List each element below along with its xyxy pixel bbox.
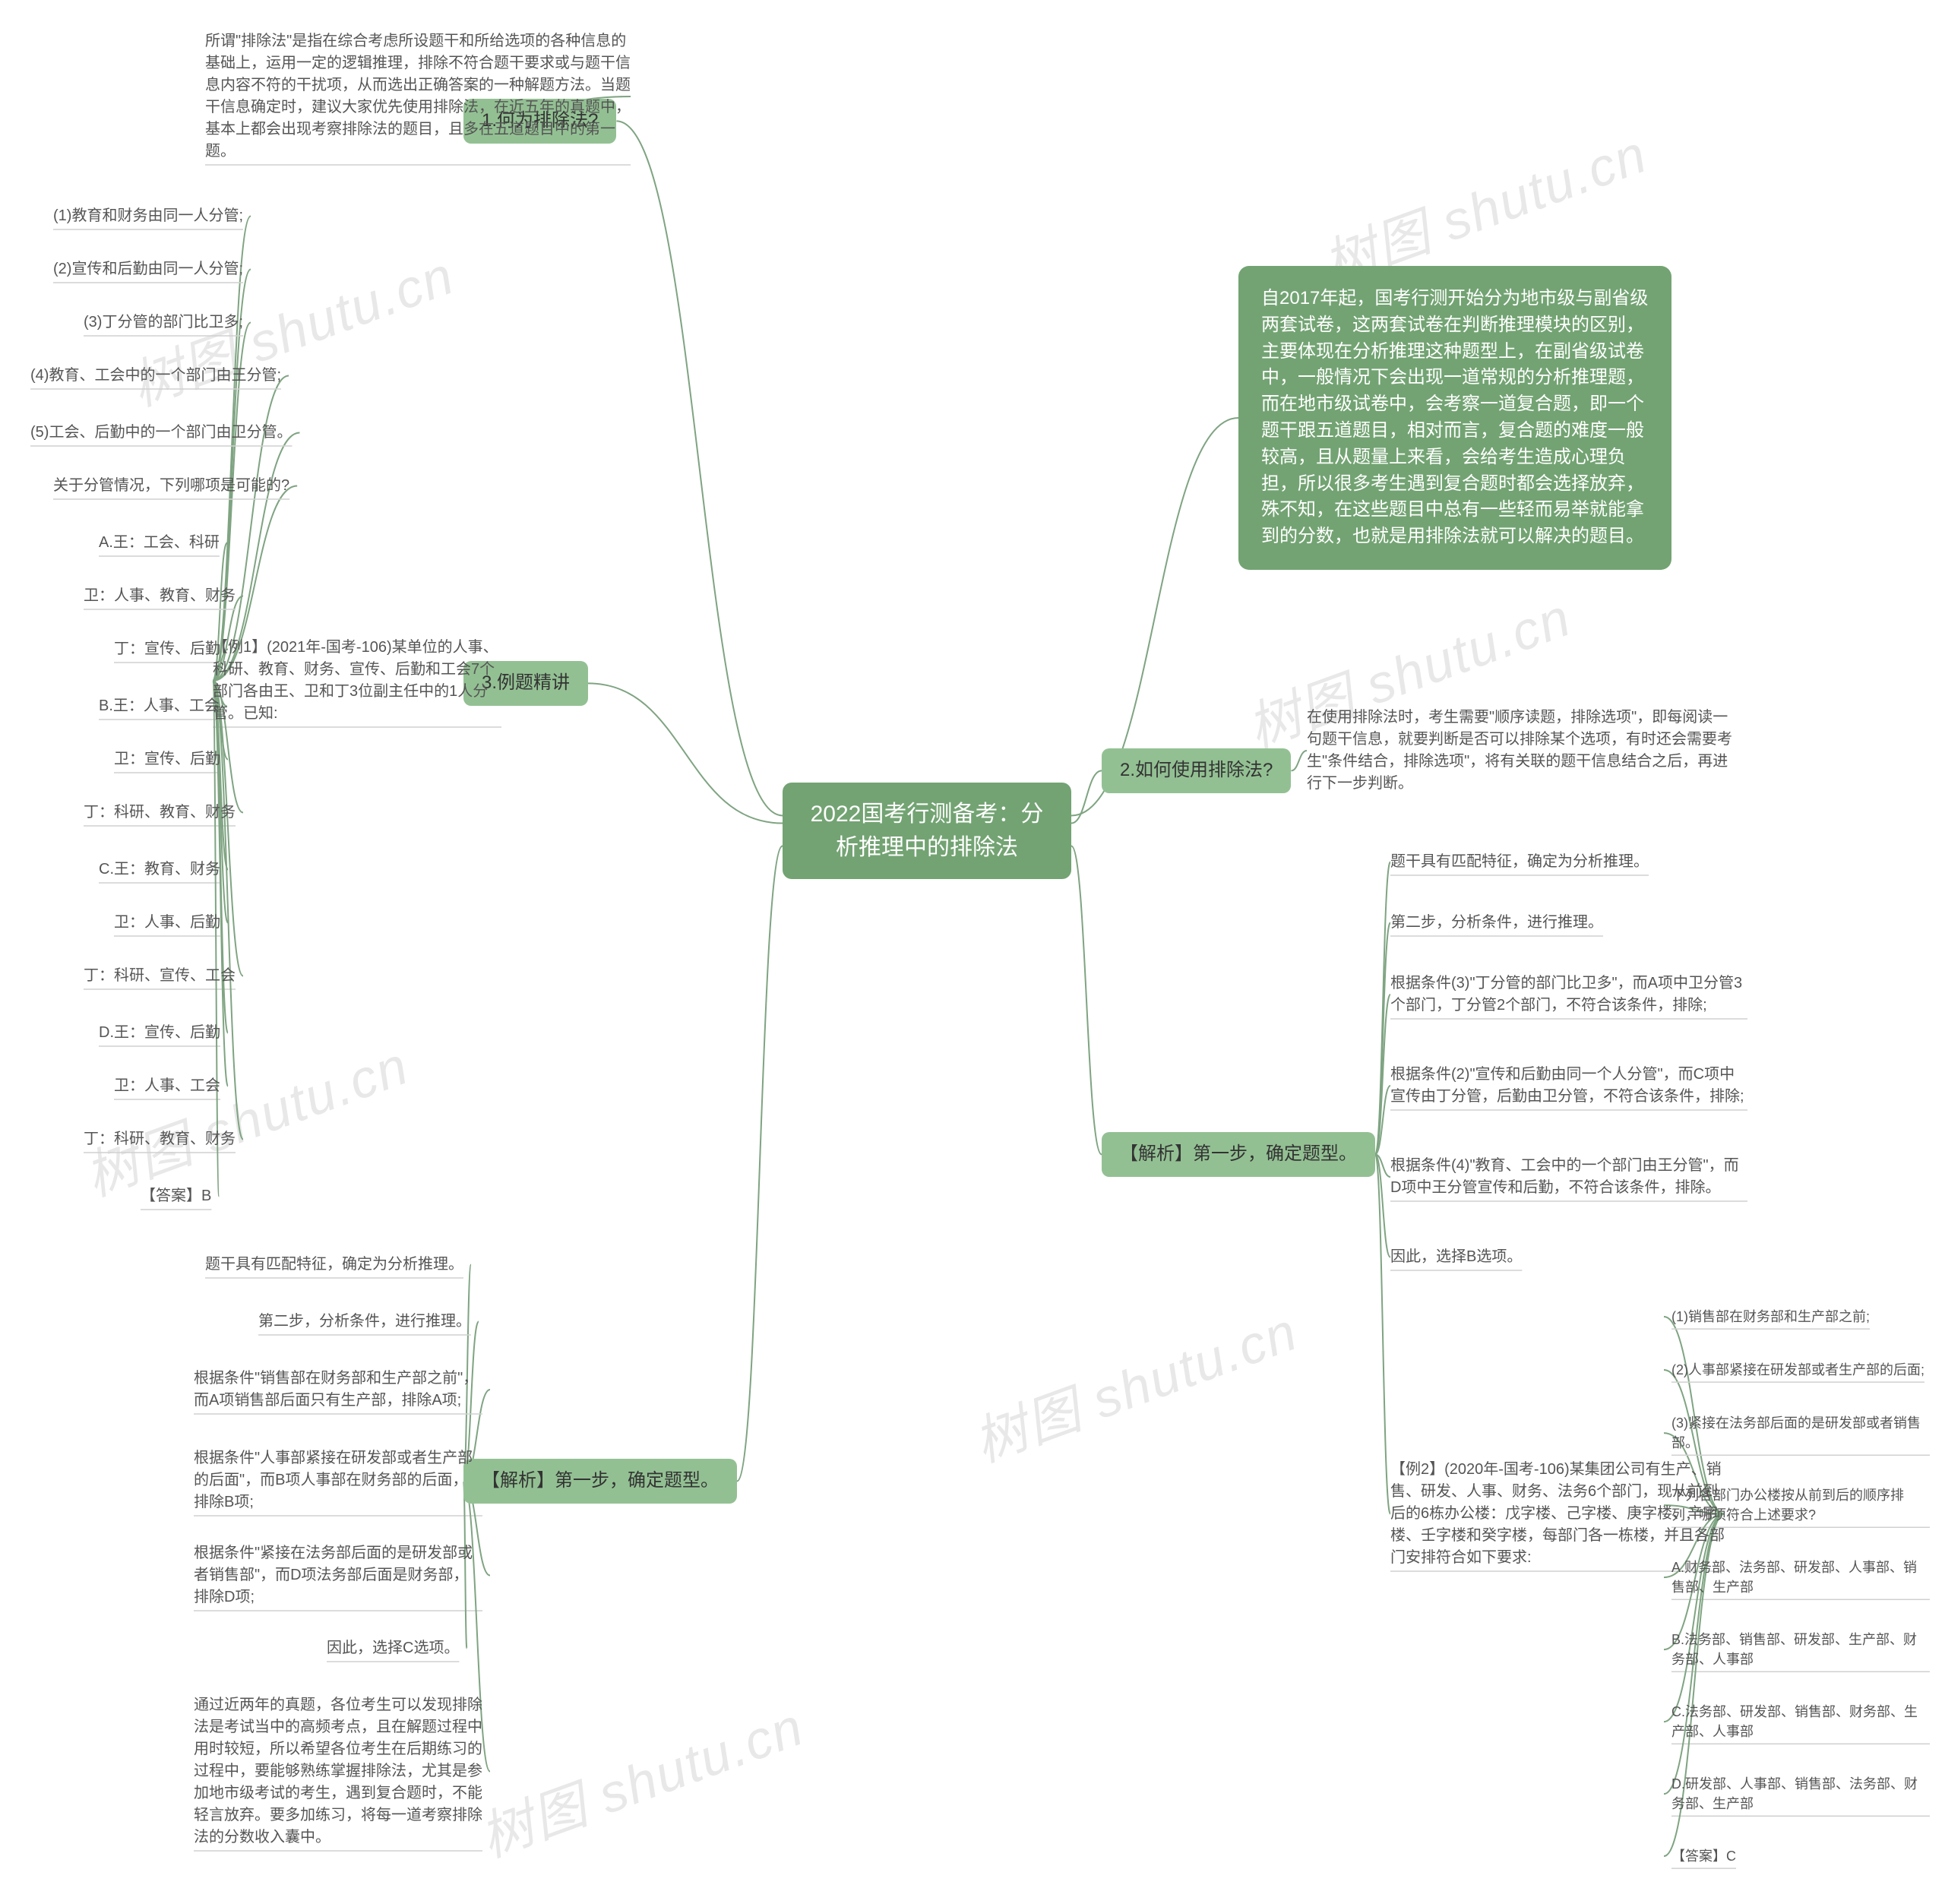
ex1-d3: 丁：科研、教育、财务 (84, 1128, 236, 1150)
ex1-ans: 【答案】B (141, 1185, 211, 1207)
ex2-q: 下列各部门办公楼按从前到后的顺序排列，哪项符合上述要求? (1671, 1485, 1930, 1525)
ex2-b: B.法务部、销售部、研发部、生产部、财务部、人事部 (1671, 1630, 1930, 1669)
ex2-c2: (2)人事部紧接在研发部或者生产部的后面; (1671, 1360, 1924, 1380)
jx1-l5: 根据条件(4)"教育、工会中的一个部门由王分管"，而D项中王分管宣传和后勤，不符… (1390, 1155, 1747, 1199)
ex1-d1: D.王：宣传、后勤 (99, 1022, 220, 1044)
jx1-l6: 因此，选择B选项。 (1390, 1246, 1522, 1268)
jx1-title: 【解析】第一步，确定题型。 (1102, 1132, 1375, 1177)
ex2-d: D.研发部、人事部、销售部、法务部、财务部、生产部 (1671, 1774, 1930, 1814)
watermark: 树图 shutu.cn (962, 1289, 1307, 1477)
ex1-cC: 丁：科研、宣传、工会 (84, 965, 236, 987)
jx2-l3: 根据条件"销售部在财务部和生产部之前"，而A项销售部后面只有生产部，排除A项; (194, 1368, 482, 1412)
jx2-l6: 因此，选择C选项。 (327, 1637, 459, 1659)
ex1-d2: 卫：人事、工会 (114, 1075, 220, 1097)
branch-2: 2.如何使用排除法? (1102, 748, 1291, 793)
ex1-q: 关于分管情况，下列哪项是可能的? (53, 475, 289, 497)
jx1-l1: 题干具有匹配特征，确定为分析推理。 (1390, 851, 1649, 873)
jx2-l5: 根据条件"紧接在法务部后面的是研发部或者销售部"，而D项法务部后面是财务部，排除… (194, 1542, 482, 1608)
ex1-c4: (4)教育、工会中的一个部门由王分管; (30, 365, 281, 387)
jx2-l2: 第二步，分析条件，进行推理。 (258, 1311, 471, 1333)
jx2-title: 【解析】第一步，确定题型。 (463, 1459, 737, 1504)
ex1-cB: 卫：人事、后勤 (114, 912, 220, 934)
ex1-c2: (2)宣传和后勤由同一人分管; (53, 258, 243, 280)
watermark: 树图 shutu.cn (73, 1023, 418, 1211)
watermark: 树图 shutu.cn (468, 1684, 813, 1872)
center-node: 2022国考行测备考：分析推理中的排除法 (783, 783, 1071, 879)
ex1-cA: C.王：教育、财务 (99, 859, 220, 881)
intro-node: 自2017年起，国考行测开始分为地市级与副省级两套试卷，这两套试卷在判断推理模块… (1238, 266, 1671, 570)
jx1-l2: 第二步，分析条件，进行推理。 (1390, 912, 1603, 934)
ex1-c3: (3)丁分管的部门比卫多; (84, 312, 243, 334)
ex1-c1: (1)教育和财务由同一人分管; (53, 205, 243, 227)
ex1-c5: (5)工会、后勤中的一个部门由卫分管。 (30, 422, 292, 444)
ex2-a: A.财务部、法务部、研发部、人事部、销售部、生产部 (1671, 1558, 1930, 1597)
ex2-c: C.法务部、研发部、销售部、财务部、生产部、人事部 (1671, 1702, 1930, 1741)
branch-2-text: 在使用排除法时，考生需要"顺序读题，排除选项"，即每阅读一句题干信息，就要判断是… (1307, 707, 1732, 795)
jx1-l3: 根据条件(3)"丁分管的部门比卫多"，而A项中卫分管3个部门，丁分管2个部门，不… (1390, 973, 1747, 1017)
ex1-b1: B.王：人事、工会 (99, 695, 220, 717)
ex2-c1: (1)销售部在财务部和生产部之前; (1671, 1307, 1870, 1327)
ex1-a3: 丁：宣传、后勤 (114, 638, 220, 660)
ex1-stem: 【例1】(2021年-国考-106)某单位的人事、科研、教育、财务、宣传、后勤和… (213, 637, 501, 725)
ex1-b2: 卫：宣传、后勤 (114, 748, 220, 770)
ex1-a1: A.王：工会、科研 (99, 532, 220, 554)
ex1-a2: 卫：人事、教育、财务 (84, 585, 236, 607)
jx2-l7: 通过近两年的真题，各位考生可以发现排除法是考试当中的高频考点，且在解题过程中用时… (194, 1694, 482, 1849)
ex1-b3: 丁：科研、教育、财务 (84, 802, 236, 824)
ex2-c3: (3)紧接在法务部后面的是研发部或者销售部。 (1671, 1413, 1930, 1453)
jx1-l4: 根据条件(2)"宣传和后勤由同一个人分管"，而C项中宣传由丁分管，后勤由卫分管，… (1390, 1064, 1747, 1108)
jx2-l4: 根据条件"人事部紧接在研发部或者生产部的后面"，而B项人事部在财务部的后面，排除… (194, 1447, 482, 1513)
ex2-ans: 【答案】C (1671, 1846, 1736, 1866)
branch-1-text: 所谓"排除法"是指在综合考虑所设题干和所给选项的各种信息的基础上，运用一定的逻辑… (205, 30, 631, 163)
jx2-l1: 题干具有匹配特征，确定为分析推理。 (205, 1254, 463, 1276)
